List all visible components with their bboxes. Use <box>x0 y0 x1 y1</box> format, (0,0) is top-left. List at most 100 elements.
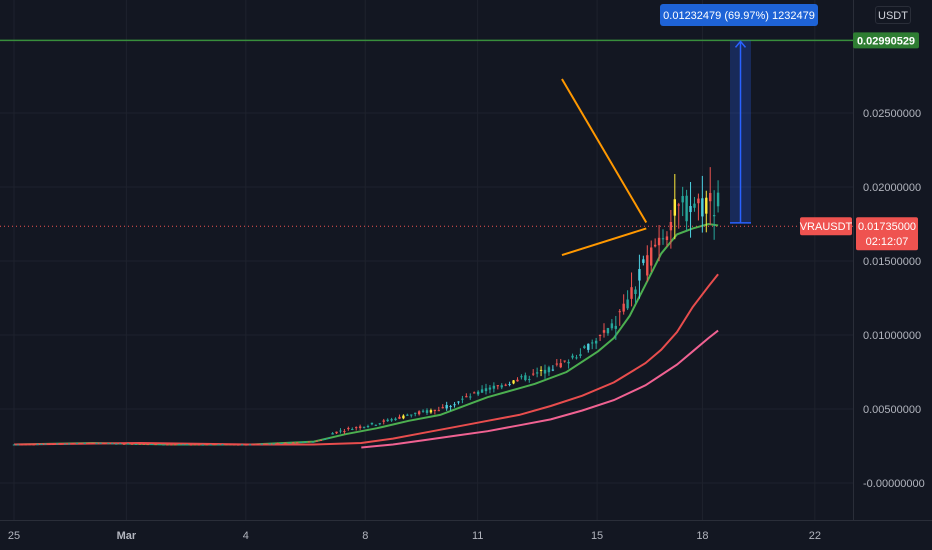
candle-body <box>551 369 555 371</box>
candles <box>12 167 720 446</box>
candle-body <box>347 428 350 430</box>
candle-body <box>528 379 531 381</box>
candle-body <box>571 355 574 358</box>
candle-body <box>492 385 496 389</box>
current-price-text: 0.01735000 <box>858 221 916 233</box>
candle-body <box>653 244 657 247</box>
candle-body <box>382 420 385 422</box>
grid-lines <box>0 0 853 520</box>
candle-body <box>638 269 641 281</box>
price-tick-label: 0.02500000 <box>863 108 921 120</box>
candle-body <box>567 361 570 364</box>
time-tick-label: 4 <box>243 530 249 542</box>
candle-body <box>79 443 83 445</box>
currency-button[interactable]: USDT <box>875 6 911 24</box>
candle-body <box>126 443 130 445</box>
candle-body <box>504 384 507 386</box>
candle-body <box>677 204 680 206</box>
candle-body <box>441 407 444 409</box>
drawings[interactable]: 0.01232479 (69.97%) 1232479 <box>0 4 853 257</box>
candle-body <box>433 409 437 412</box>
candle-body <box>370 422 374 425</box>
ma-line-mid <box>13 273 719 446</box>
candle-body <box>213 444 216 446</box>
candle-body <box>500 385 503 388</box>
candle-body <box>476 391 480 395</box>
candle-body <box>95 443 98 445</box>
candle-body <box>425 410 429 413</box>
candle-body <box>178 444 181 446</box>
candle-body <box>453 404 456 406</box>
candle-body <box>366 426 370 428</box>
symbol-text: VRAUSDT <box>800 221 853 233</box>
candle-body <box>91 443 94 445</box>
candle-body <box>260 443 264 445</box>
candle-body <box>697 198 700 204</box>
candle-body <box>650 247 653 266</box>
candle-body <box>40 443 43 445</box>
candle-body <box>323 439 326 441</box>
candle-body <box>174 444 177 446</box>
candle-body <box>272 443 275 445</box>
candle-body <box>311 441 315 443</box>
candle-body <box>547 367 551 373</box>
time-tick-label: 22 <box>809 530 821 542</box>
price-tick-label: 0.01000000 <box>863 330 921 342</box>
countdown-text: 02:12:07 <box>866 236 909 248</box>
candle-body <box>642 259 645 263</box>
candle-body <box>410 414 413 416</box>
time-tick-label: 15 <box>591 530 603 542</box>
time-axis[interactable]: 25 Mar 4 8 11 15 18 22 <box>8 530 821 542</box>
candle-body <box>276 443 279 445</box>
candle-body <box>516 379 519 382</box>
trendline-lower[interactable] <box>561 227 647 257</box>
candle-body <box>75 443 79 445</box>
candle-body <box>362 426 366 428</box>
candle-body <box>539 369 543 371</box>
candle-body <box>598 335 602 337</box>
candle-body <box>512 380 515 384</box>
candle-body <box>610 323 614 329</box>
candle-body <box>233 444 236 446</box>
candle-body <box>142 443 146 445</box>
candle-body <box>32 444 35 446</box>
candle-body <box>134 443 138 445</box>
candle-body <box>303 441 307 443</box>
candle-body <box>299 441 303 443</box>
candle-body <box>445 405 448 409</box>
candle-body <box>358 426 362 428</box>
price-tick-label: -0.00000000 <box>863 478 925 490</box>
candle-body <box>618 311 621 313</box>
candle-body <box>158 444 161 446</box>
candle-body <box>709 192 712 202</box>
candle-body <box>319 439 323 441</box>
candle-body <box>429 410 433 413</box>
candle-body <box>685 195 688 222</box>
candle-body <box>673 199 677 216</box>
target-price-badge <box>853 32 919 49</box>
candle-body <box>189 444 193 446</box>
candle-body <box>339 430 342 432</box>
candle-body <box>197 444 201 446</box>
candle-body <box>205 444 208 446</box>
price-tick-label: 0.00500000 <box>863 404 921 416</box>
candle-body <box>162 444 165 446</box>
candle-body <box>591 342 594 344</box>
candle-body <box>67 443 71 445</box>
candle-body <box>351 429 354 431</box>
candle-body <box>60 443 63 445</box>
current-price-badge <box>856 217 918 251</box>
price-axis[interactable]: 0.02500000 0.02000000 0.01500000 0.01000000… <box>863 108 925 490</box>
candle-body <box>716 192 720 207</box>
candle-body <box>185 444 189 446</box>
candle-body <box>665 236 669 241</box>
trendline-upper[interactable] <box>561 78 648 224</box>
candle-body <box>587 343 590 350</box>
time-tick-label: Mar <box>117 530 137 542</box>
candle-body <box>630 287 633 299</box>
candle-body <box>193 444 197 446</box>
candle-body <box>583 346 586 349</box>
price-badges: 0.02990529 VRAUSDT 0.01735000 02:12:07 <box>0 32 919 251</box>
